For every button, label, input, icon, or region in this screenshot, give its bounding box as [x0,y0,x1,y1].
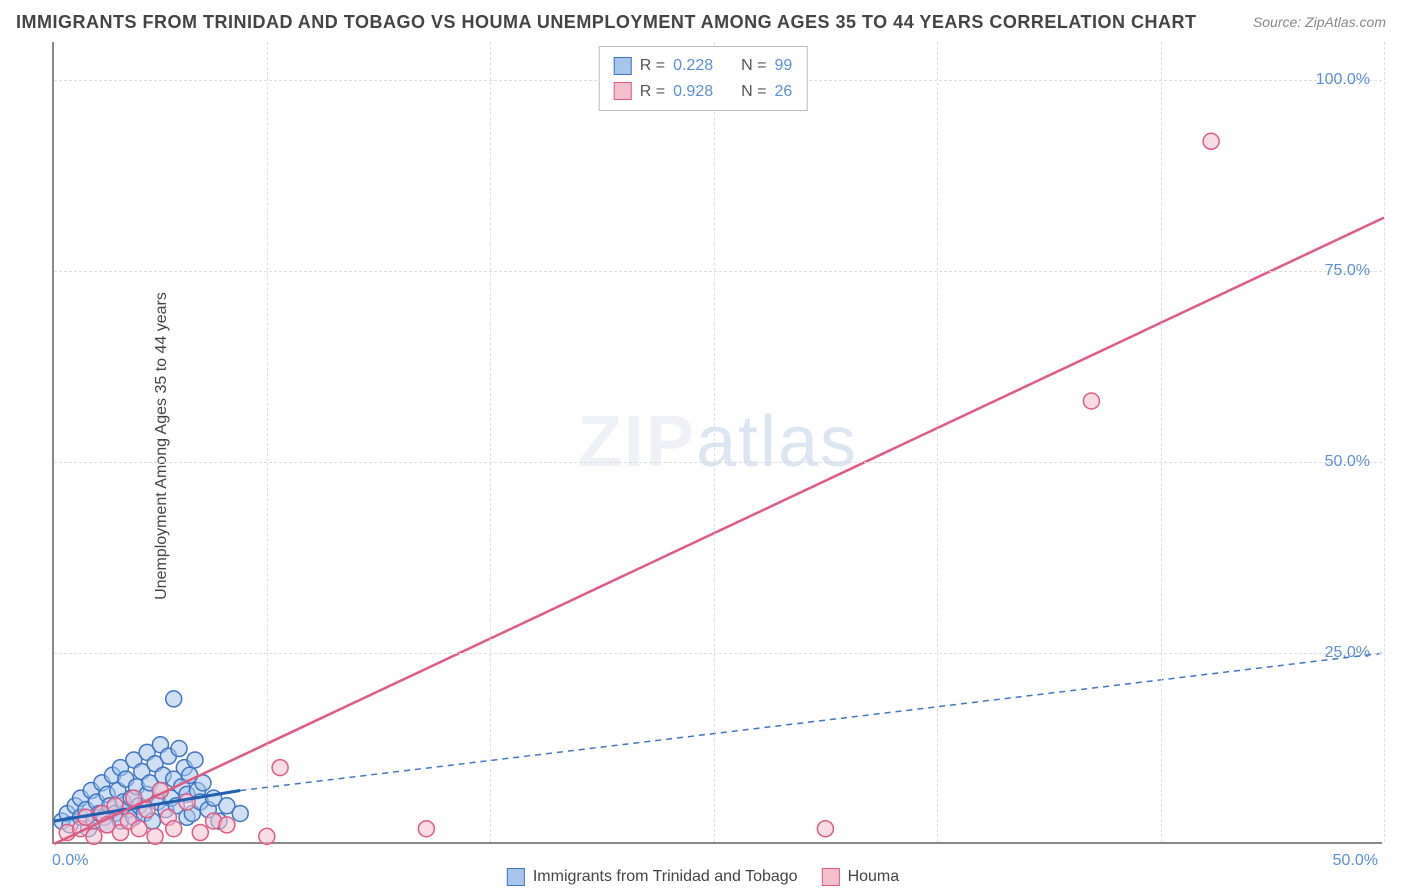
y-tick-label: 100.0% [1316,71,1370,89]
grid-line-v [1161,42,1162,842]
grid-line-h [54,653,1382,654]
legend-stats: R = 0.228 N = 99 R = 0.928 N = 26 [599,46,808,111]
y-tick-label: 25.0% [1325,644,1370,662]
y-tick-label: 75.0% [1325,262,1370,280]
legend-series-item: Houma [822,868,900,886]
legend-series-label: Immigrants from Trinidad and Tobago [533,868,798,886]
data-point [166,821,182,837]
legend-swatch [507,868,525,886]
trend-line [54,218,1384,844]
legend-r-label: R = [640,79,665,105]
grid-line-v [937,42,938,842]
legend-n-value: 26 [774,79,792,105]
data-point [171,741,187,757]
legend-n-label: N = [741,53,766,79]
data-point [86,828,102,844]
data-point [131,821,147,837]
legend-swatch [822,868,840,886]
data-point [187,752,203,768]
data-point [192,825,208,841]
x-tick-max: 50.0% [1333,852,1378,870]
y-tick-label: 50.0% [1325,453,1370,471]
plot-area: ZIPatlas 25.0%50.0%75.0%100.0% [52,42,1382,844]
legend-series: Immigrants from Trinidad and Tobago Houma [507,868,899,886]
data-point [219,817,235,833]
chart-title: IMMIGRANTS FROM TRINIDAD AND TOBAGO VS H… [16,12,1197,33]
legend-n-label: N = [741,79,766,105]
data-point [272,760,288,776]
x-tick-min: 0.0% [52,852,88,870]
data-point [179,794,195,810]
grid-line-v [1384,42,1385,842]
data-point [147,828,163,844]
data-point [418,821,434,837]
legend-swatch [614,82,632,100]
legend-r-value: 0.228 [673,53,713,79]
data-point [1203,133,1219,149]
data-point [1083,393,1099,409]
legend-series-item: Immigrants from Trinidad and Tobago [507,868,798,886]
chart-svg [54,42,1382,842]
data-point [817,821,833,837]
legend-stat-row: R = 0.228 N = 99 [614,53,793,79]
legend-swatch [614,57,632,75]
legend-series-label: Houma [848,868,900,886]
data-point [166,691,182,707]
legend-n-value: 99 [774,53,792,79]
data-point [232,805,248,821]
grid-line-h [54,271,1382,272]
grid-line-v [714,42,715,842]
grid-line-h [54,462,1382,463]
legend-stat-row: R = 0.928 N = 26 [614,79,793,105]
legend-r-value: 0.928 [673,79,713,105]
grid-line-v [490,42,491,842]
legend-r-label: R = [640,53,665,79]
grid-line-v [267,42,268,842]
source-attribution: Source: ZipAtlas.com [1253,14,1386,30]
trend-line-extension [240,653,1384,790]
